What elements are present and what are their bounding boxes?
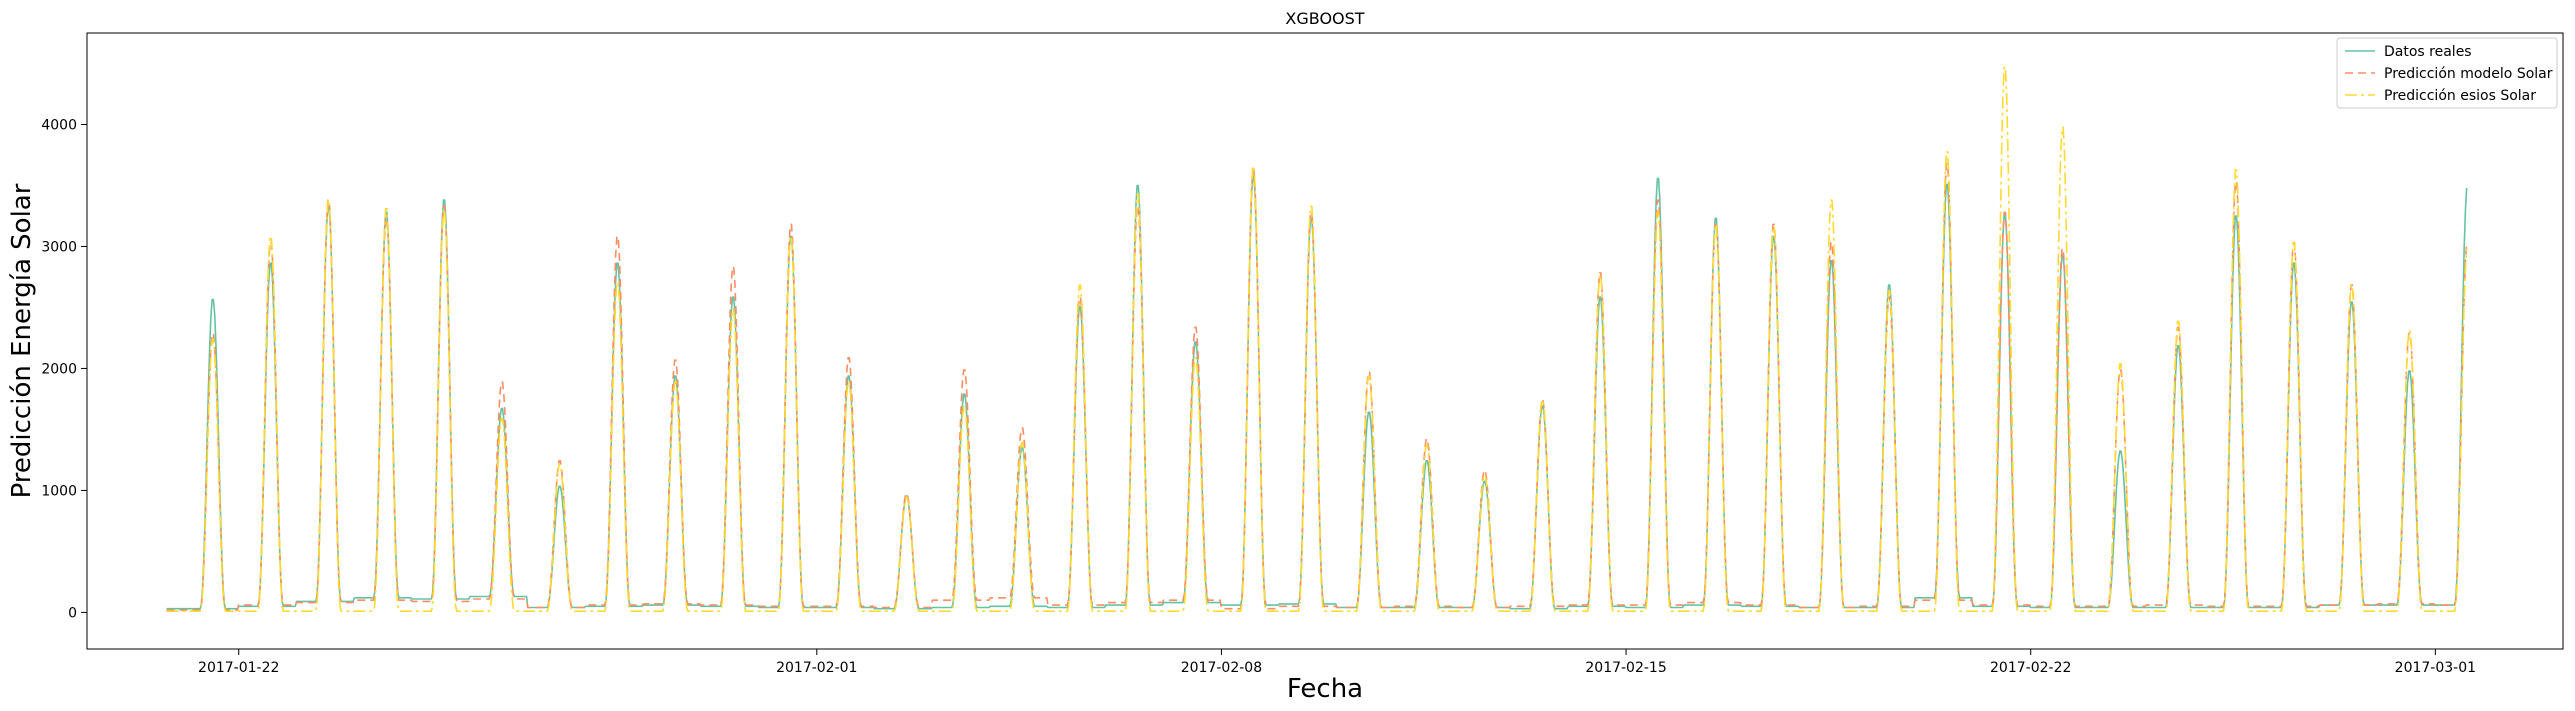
y-tick-label: 0: [68, 605, 77, 621]
x-tick-label: 2017-01-22: [198, 660, 279, 676]
legend-label-datos-reales: Datos reales: [2384, 44, 2472, 60]
series-line-prediccion-modelo-solar: [166, 163, 2468, 611]
chart-title: XGBOOST: [1285, 9, 1364, 28]
y-axis-title: Predicción Energía Solar: [7, 183, 37, 498]
series-line-prediccion-esios-solar: [166, 66, 2468, 613]
x-tick-label: 2017-02-22: [1990, 660, 2071, 676]
y-tick-label: 2000: [41, 361, 77, 377]
legend-box: [2336, 37, 2558, 109]
x-tick-label: 2017-02-08: [1181, 660, 1262, 676]
x-axis: 2017-01-22 2017-02-01 2017-02-08 2017-02-15…: [198, 649, 2476, 676]
legend-label-prediccion-esios: Predicción esios Solar: [2384, 88, 2536, 104]
legend: Datos reales Predicción modelo Solar Pre…: [2336, 37, 2558, 109]
x-axis-title: Fecha: [1287, 674, 1363, 704]
plot-frame: [86, 32, 2564, 650]
series-layer: [166, 66, 2468, 613]
y-tick-label: 1000: [41, 483, 77, 499]
y-axis: 0 1000 2000 3000 4000: [41, 117, 87, 621]
y-tick-label: 3000: [41, 239, 77, 255]
legend-label-prediccion-modelo: Predicción modelo Solar: [2384, 66, 2553, 82]
x-tick-label: 2017-02-15: [1585, 660, 1666, 676]
y-tick-label: 4000: [41, 117, 77, 133]
x-tick-label: 2017-02-01: [776, 660, 857, 676]
x-tick-label: 2017-03-01: [2395, 660, 2476, 676]
